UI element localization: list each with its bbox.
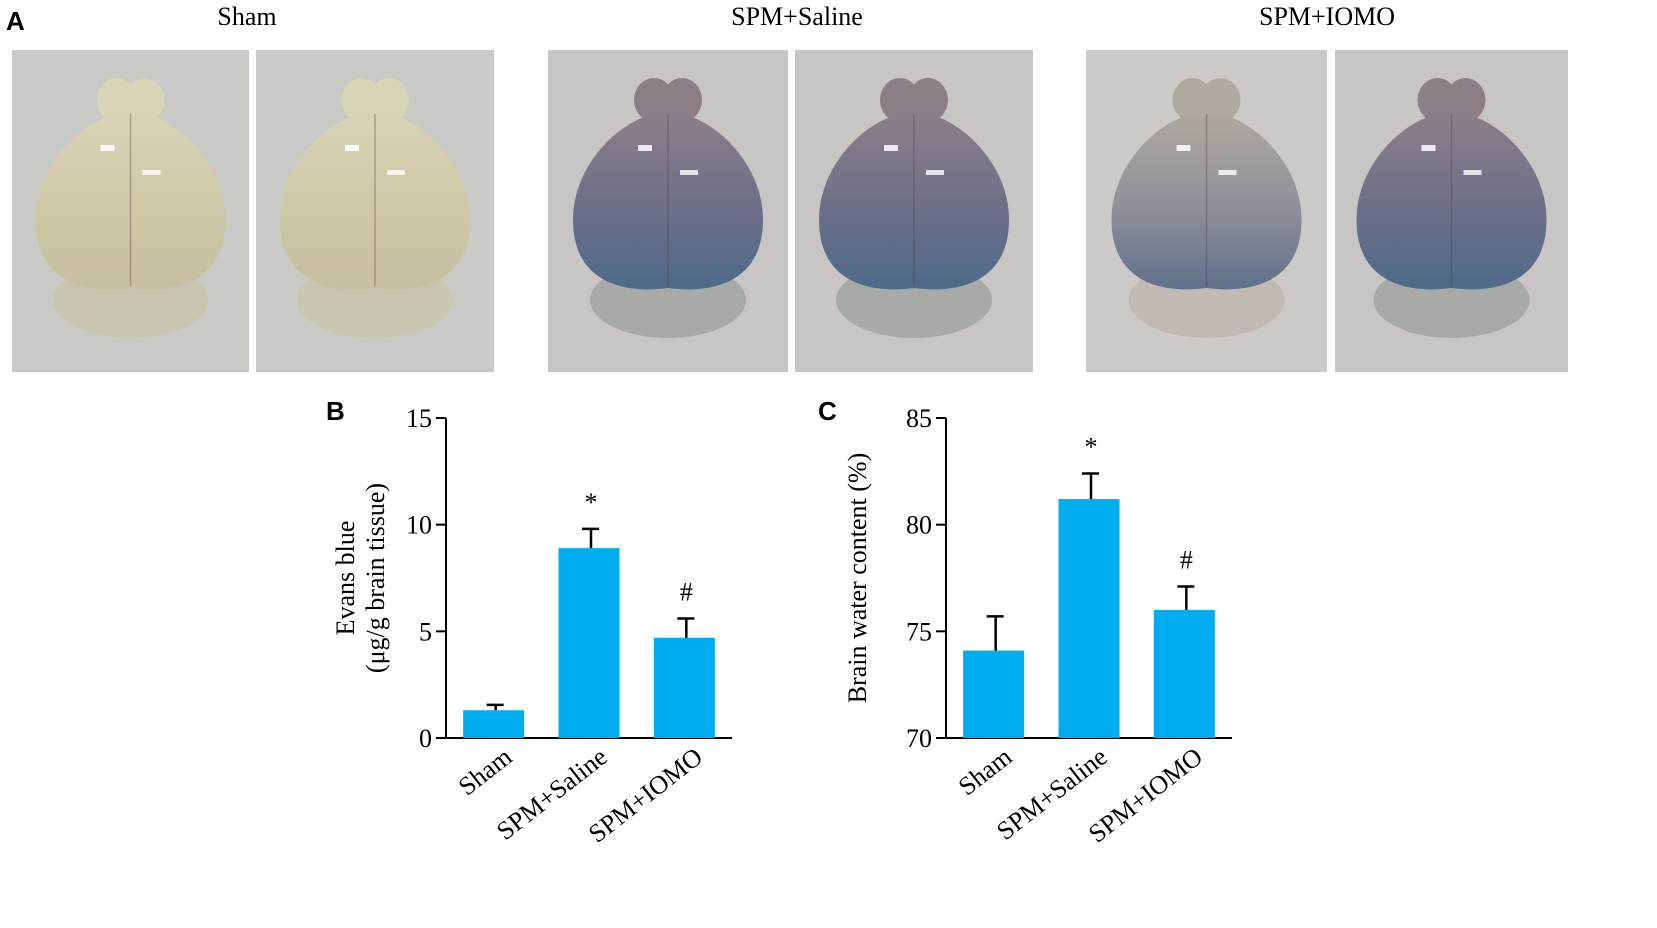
brain-photo-spm-saline-2 xyxy=(795,50,1033,372)
panel-c-letter: C xyxy=(818,396,837,426)
brain-water-bar xyxy=(1058,499,1120,738)
evans-blue-bar xyxy=(463,710,525,738)
brain-water-significance-mark: * xyxy=(1085,432,1098,461)
evans-blue-x-tick-label: Sham xyxy=(453,742,518,801)
brain-photo-sham-1 xyxy=(12,50,249,372)
brain-photo-spm-saline-1 xyxy=(548,50,788,372)
brain-water-y-tick-label: 70 xyxy=(906,724,932,753)
brain-water-y-tick-label: 80 xyxy=(906,511,932,540)
evans-blue-y-tick-label: 10 xyxy=(406,511,432,540)
evans-blue-y-tick-label: 15 xyxy=(406,404,432,433)
evans-blue-y-tick-label: 5 xyxy=(419,617,432,646)
brain-photo-spm-iomo-1 xyxy=(1086,50,1327,372)
brain-water-y-label: Brain water content (%) xyxy=(843,453,872,704)
brain-water-bar xyxy=(1153,610,1215,738)
panel-a-letter: A xyxy=(6,6,25,36)
evans-blue-bar xyxy=(558,548,620,738)
evans-blue-significance-mark: * xyxy=(585,488,598,517)
evans-blue-chart: 0 5 10 15 Evans blue (μg/g brain tissue) Sham *… xyxy=(331,404,732,848)
brain-water-x-tick-label: Sham xyxy=(953,742,1018,801)
group-title-sham: Sham xyxy=(217,2,277,31)
brain-photo-sham-2 xyxy=(256,50,494,372)
evans-blue-significance-mark: # xyxy=(680,578,693,607)
brain-water-y-tick-label: 75 xyxy=(906,617,932,646)
evans-blue-y-tick-label: 0 xyxy=(419,724,432,753)
group-title-spm-saline: SPM+Saline xyxy=(731,2,863,31)
group-title-spm-iomo: SPM+IOMO xyxy=(1258,2,1396,31)
brain-water-significance-mark: # xyxy=(1180,546,1193,575)
brain-water-y-tick-label: 85 xyxy=(906,404,932,433)
evans-blue-y-label: (μg/g brain tissue) xyxy=(361,483,390,673)
evans-blue-bar xyxy=(653,637,715,738)
panel-b-letter: B xyxy=(326,396,345,426)
brain-water-bar xyxy=(963,650,1025,738)
evans-blue-y-label: Evans blue xyxy=(331,521,360,636)
brain-photo-spm-iomo-2 xyxy=(1335,50,1568,372)
